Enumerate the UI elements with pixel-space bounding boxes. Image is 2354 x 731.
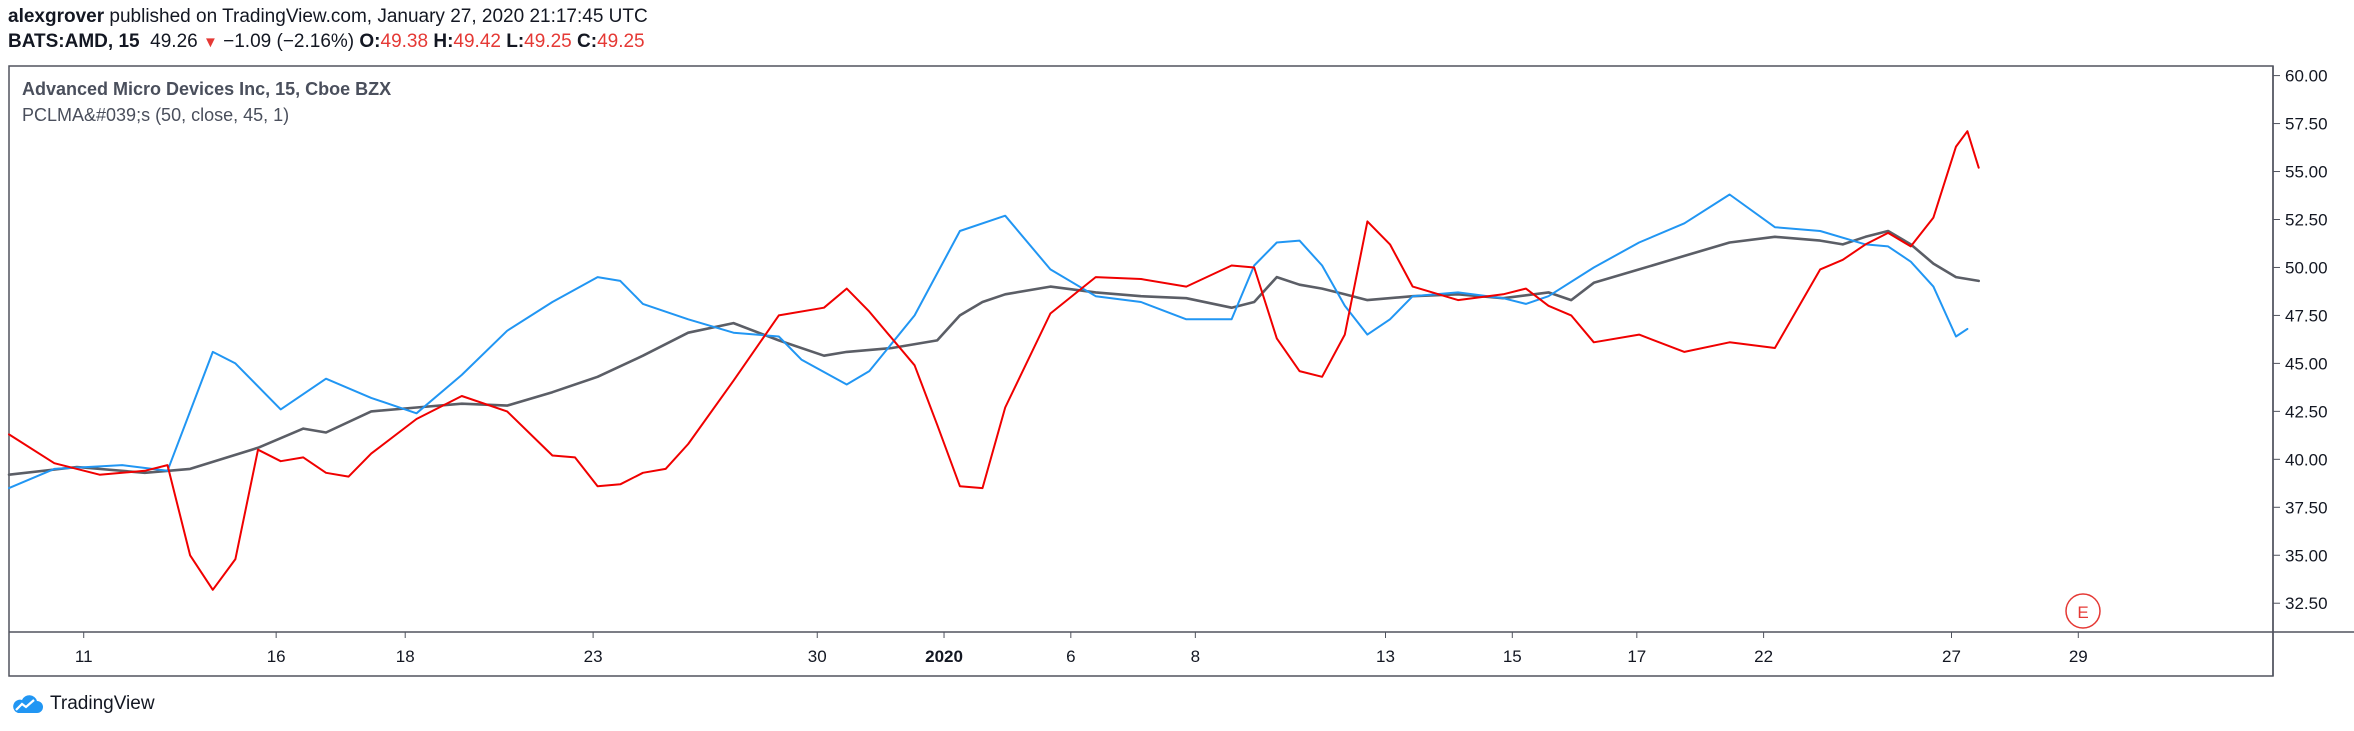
- close-value: 49.25: [597, 31, 645, 52]
- price-tick-label: 32.50: [2285, 594, 2328, 613]
- last-price: 49.26: [150, 31, 198, 52]
- cloud-icon: [13, 695, 44, 713]
- time-axis[interactable]: 11 16 18 23 30 2020 6 8 13 15 17 22 27 29: [75, 632, 2088, 666]
- time-tick-label: 22: [1754, 647, 1773, 666]
- time-tick-label: 16: [267, 647, 286, 666]
- price-axis[interactable]: 32.50 35.00 37.50 40.00 42.50 45.00 47.50 50.00…: [2273, 67, 2328, 614]
- time-tick-label: 11: [75, 647, 93, 666]
- publish-info: alexgrover published on TradingView.com,…: [8, 6, 648, 28]
- open-label: O:: [359, 31, 381, 52]
- author-name[interactable]: alexgrover: [8, 6, 105, 27]
- time-tick-label: 27: [1942, 647, 1961, 666]
- high-value: 49.42: [453, 31, 501, 52]
- tradingview-brand[interactable]: TradingView: [10, 688, 155, 720]
- time-tick-label: 15: [1503, 647, 1522, 666]
- plot-area: [7, 130, 1980, 591]
- price-tick-label: 50.00: [2285, 258, 2328, 277]
- high-label: H:: [433, 31, 454, 52]
- open-value: 49.38: [380, 31, 429, 52]
- price-tick-label: 40.00: [2285, 450, 2328, 469]
- low-value: 49.25: [524, 31, 572, 52]
- time-tick-label: 18: [396, 647, 415, 666]
- time-tick-label: 8: [1191, 647, 1200, 666]
- price-tick-label: 55.00: [2285, 163, 2328, 182]
- price-tick-label: 45.00: [2285, 354, 2328, 373]
- earnings-circle: [2065, 593, 2101, 629]
- price-tick-label: 60.00: [2285, 67, 2328, 86]
- time-tick-label: 29: [2069, 647, 2088, 666]
- blue-pclma-line: [8, 193, 1969, 490]
- red-pclma-line: [8, 130, 1980, 591]
- earnings-marker[interactable]: E: [2065, 593, 2101, 629]
- low-label: L:: [506, 31, 525, 52]
- time-tick-label: 2020: [925, 647, 963, 666]
- symbol-label: BATS:AMD, 15: [8, 31, 140, 52]
- chart-frame: [8, 65, 2274, 677]
- price-tick-label: 47.50: [2285, 306, 2328, 325]
- price-tick-label: 37.50: [2285, 498, 2328, 517]
- price-tick-label: 52.50: [2285, 210, 2328, 229]
- close-label: C:: [577, 31, 598, 52]
- time-tick-label: 23: [584, 647, 603, 666]
- time-tick-label: 13: [1376, 647, 1395, 666]
- price-tick-label: 42.50: [2285, 402, 2328, 421]
- time-tick-label: 30: [808, 647, 827, 666]
- published-text: published on TradingView.com, January 27…: [104, 6, 648, 27]
- earnings-label: E: [2077, 603, 2088, 622]
- brand-name: TradingView: [50, 693, 155, 714]
- price-tick-label: 57.50: [2285, 115, 2328, 134]
- price-series-line: [7, 229, 1980, 477]
- chart-title: Advanced Micro Devices Inc, 15, Cboe BZX: [22, 79, 392, 99]
- price-tick-label: 35.00: [2285, 546, 2328, 565]
- time-tick-label: 6: [1066, 647, 1075, 666]
- down-arrow-icon: ▼: [203, 34, 218, 51]
- price-change: −1.09 (−2.16%): [223, 31, 355, 52]
- time-tick-label: 17: [1627, 647, 1646, 666]
- indicator-label[interactable]: PCLMA&#039;s (50, close, 45, 1): [22, 105, 290, 125]
- quote-line: BATS:AMD, 15 49.26 ▼ −1.09 (−2.16%) O:49…: [8, 31, 645, 53]
